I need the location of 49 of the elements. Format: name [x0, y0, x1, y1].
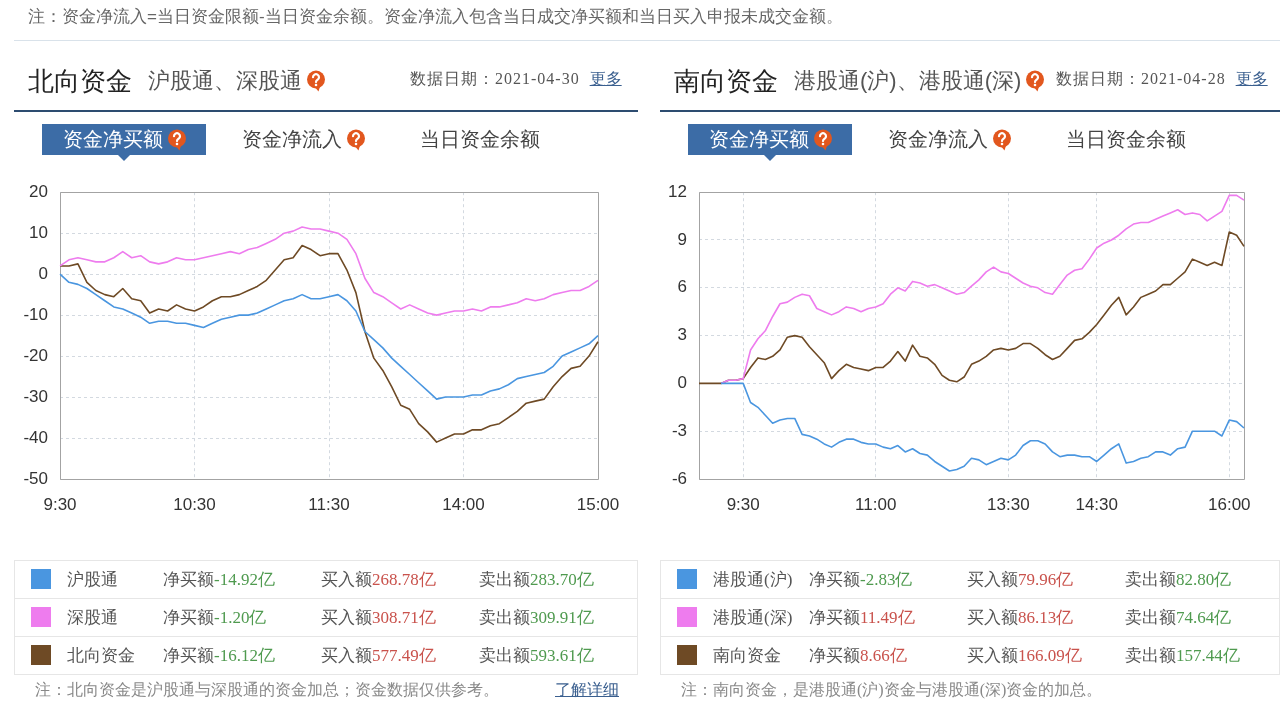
legend-label: 北向资金 [67, 645, 135, 667]
x-tick-label: 13:30 [987, 494, 1030, 514]
y-tick-label: 3 [677, 325, 687, 345]
legend-label: 港股通(深) [713, 607, 793, 629]
text: 资金净流入 [888, 127, 988, 152]
legend-label: 港股通(沪) [713, 569, 793, 591]
y-tick-label: 6 [677, 277, 687, 297]
y-tick-label: 20 [29, 181, 48, 201]
text: 注：资金净流入=当日资金限额-当日资金余额。资金净流入包含当日成交净买额和当日买入申报未成交金额。 [28, 6, 843, 28]
y-tick-label: -30 [23, 386, 48, 406]
chart-title: 北向资金 [28, 64, 132, 98]
text: 当日资金余额 [420, 127, 540, 152]
text: 数据日期：2021-04-30 [410, 68, 580, 89]
x-tick-label: 9:30 [726, 494, 760, 514]
legend-label: 沪股通 [67, 569, 118, 591]
legend-label: 南向资金 [713, 645, 781, 667]
legend-table: 港股通(沪) 净买额-2.83亿 买入额79.96亿 卖出额82.80亿 港股通(深) 净买额11.49亿 买入额86.13亿 卖出额74.64亿 南向资金 净买额8.66亿 买入额166.09亿 卖出额157.44亿 [660, 560, 1280, 675]
x-tick-label: 14:30 [1075, 494, 1118, 514]
y-tick-label: -20 [23, 345, 48, 365]
text: 当日资金余额 [1066, 127, 1186, 152]
y-tick-label: 12 [668, 181, 687, 201]
x-tick-label: 15:00 [576, 494, 620, 514]
legend-table: 沪股通 净买额-14.92亿 买入额268.78亿 卖出额283.70亿 深股通 净买额-1.20亿 买入额308.71亿 卖出额309.91亿 北向资金 净买额-16.12亿 买入额577.49亿 卖出额593.61亿 [14, 560, 638, 675]
x-tick-label: 11:30 [308, 494, 350, 514]
x-tick-label: 9:30 [43, 494, 77, 514]
y-tick-label: -6 [671, 468, 687, 488]
x-tick-label: 14:00 [442, 494, 485, 514]
x-tick-label: 11:00 [855, 494, 897, 514]
text: 更多 [589, 68, 622, 89]
y-tick-label: 0 [38, 263, 48, 283]
y-tick-label: -10 [23, 304, 48, 324]
text: 数据日期：2021-04-28 [1056, 68, 1226, 89]
chart-subtitle: 港股通(沪)、港股通(深) [794, 67, 1022, 95]
y-tick-label: 0 [677, 373, 687, 393]
text: 资金净流入 [242, 127, 342, 152]
text: 更多 [1235, 68, 1268, 89]
y-tick-label: -3 [671, 420, 687, 440]
y-tick-label: 9 [677, 229, 687, 249]
y-tick-label: -40 [23, 427, 48, 447]
chart-title: 南向资金 [674, 64, 778, 98]
text: 了解详细 [555, 681, 619, 698]
y-tick-label: -50 [23, 468, 48, 488]
text: 注：北向资金是沪股通与深股通的资金加总；资金数据仅供参考。 [35, 681, 499, 698]
text: 注：南向资金，是港股通(沪)资金与港股通(深)资金的加总。 [681, 681, 1103, 698]
chart-subtitle: 沪股通、深股通 [148, 67, 302, 95]
x-tick-label: 10:30 [173, 494, 216, 514]
x-tick-label: 16:00 [1208, 494, 1251, 514]
legend-label: 深股通 [67, 607, 118, 629]
y-tick-label: 10 [29, 222, 48, 242]
